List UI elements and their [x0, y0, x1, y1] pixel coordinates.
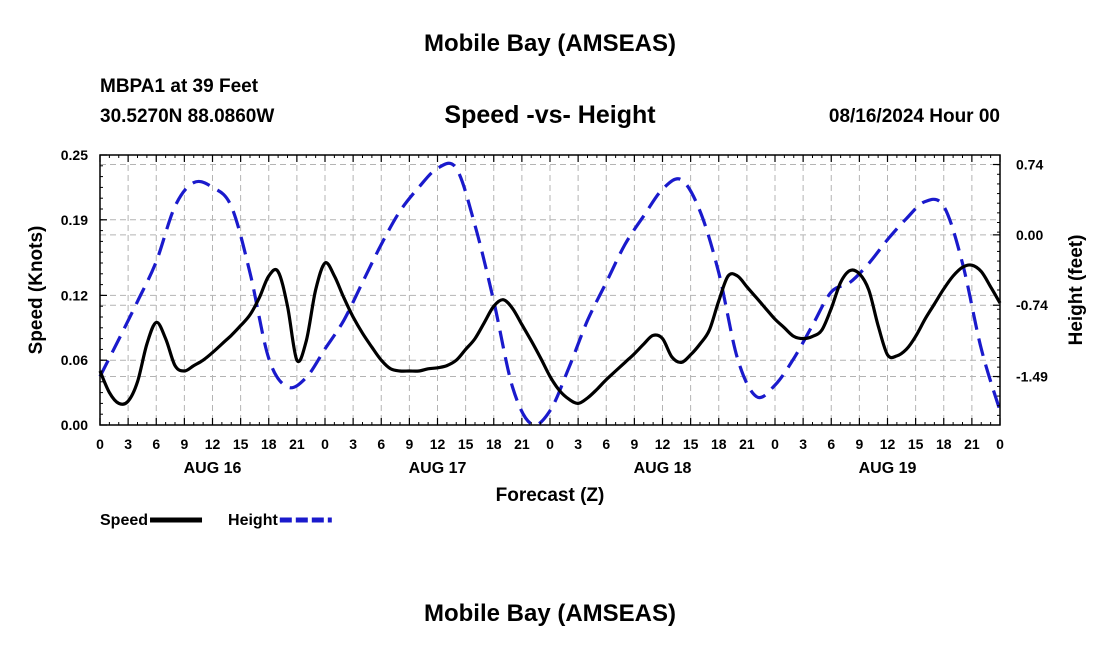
x-day-label: AUG 19 — [859, 460, 917, 477]
y2-axis-title: Height (feet) — [1066, 235, 1087, 346]
y-tick-label: 0.19 — [61, 212, 88, 228]
x-tick-label: 21 — [964, 436, 980, 452]
x-tick-label: 6 — [827, 436, 835, 452]
x-tick-label: 21 — [289, 436, 305, 452]
x-day-label: AUG 18 — [634, 460, 692, 477]
y-tick-label: 0.12 — [61, 287, 88, 303]
axes: 0 3 6 9 12 15 18 21 0 3 6 9 12 15 18 21 0 3 6 9 12 15 18 21 0 3 6 9… — [26, 147, 1087, 506]
forecast-date-label: 08/16/2024 Hour 00 — [828, 106, 1000, 127]
x-tick-label: 6 — [152, 436, 160, 452]
y-tick-label: 0.25 — [61, 147, 88, 163]
x-tick-label: 18 — [711, 436, 727, 452]
y-tick-label: 0.06 — [61, 352, 88, 368]
x-tick-label: 3 — [124, 436, 132, 452]
x-tick-label: 18 — [936, 436, 952, 452]
x-tick-label: 12 — [205, 436, 221, 452]
coordinates-label: 30.5270N 88.0860W — [100, 106, 275, 127]
x-day-label: AUG 17 — [409, 460, 467, 477]
x-tick-label: 9 — [180, 436, 188, 452]
bottom-title: Mobile Bay (AMSEAS) — [423, 600, 677, 627]
x-tick-label: 3 — [799, 436, 807, 452]
x-tick-label: 0 — [546, 436, 554, 452]
x-tick-label: 21 — [514, 436, 530, 452]
x-tick-label: 12 — [655, 436, 671, 452]
x-tick-label: 18 — [486, 436, 502, 452]
x-tick-label: 15 — [683, 436, 699, 452]
station-label: MBPA1 at 39 Feet — [100, 76, 259, 97]
x-tick-label: 0 — [996, 436, 1004, 452]
speed-height-chart: 0 3 6 9 12 15 18 21 0 3 6 9 12 15 18 21 0 3 6 9 12 15 18 21 0 3 6 9… — [26, 147, 1087, 529]
chart-title: Speed -vs- Height — [444, 101, 656, 129]
x-tick-label: 12 — [880, 436, 896, 452]
x-tick-label: 0 — [96, 436, 104, 452]
x-tick-label: 18 — [261, 436, 277, 452]
y-tick-label: 0.00 — [61, 417, 88, 433]
y2-tick-label: -1.49 — [1016, 369, 1048, 385]
grid-lines — [100, 155, 1000, 425]
x-day-label: AUG 16 — [184, 460, 242, 477]
legend: Speed Height — [100, 512, 332, 529]
x-tick-label: 15 — [458, 436, 474, 452]
top-title: Mobile Bay (AMSEAS) — [423, 30, 677, 57]
x-tick-label: 6 — [602, 436, 610, 452]
x-tick-label: 9 — [855, 436, 863, 452]
x-tick-label: 0 — [771, 436, 779, 452]
x-tick-label: 6 — [377, 436, 385, 452]
series-lines — [98, 161, 1002, 427]
series-line-height — [98, 161, 1002, 427]
y2-tick-label: 0.00 — [1016, 227, 1043, 243]
x-tick-label: 0 — [321, 436, 329, 452]
y2-tick-label: -0.74 — [1016, 297, 1048, 313]
x-tick-label: 15 — [908, 436, 924, 452]
legend-label-speed: Speed — [100, 512, 148, 529]
x-tick-label: 3 — [349, 436, 357, 452]
y2-tick-label: 0.74 — [1016, 157, 1043, 173]
x-tick-label: 15 — [233, 436, 249, 452]
x-tick-label: 9 — [405, 436, 413, 452]
series-line-speed — [98, 261, 1002, 406]
legend-label-height: Height — [228, 512, 278, 529]
x-tick-label: 12 — [430, 436, 446, 452]
x-tick-label: 3 — [574, 436, 582, 452]
y-axis-title: Speed (Knots) — [26, 226, 47, 355]
x-tick-label: 9 — [630, 436, 638, 452]
x-tick-label: 21 — [739, 436, 755, 452]
x-axis-title: Forecast (Z) — [496, 485, 605, 506]
